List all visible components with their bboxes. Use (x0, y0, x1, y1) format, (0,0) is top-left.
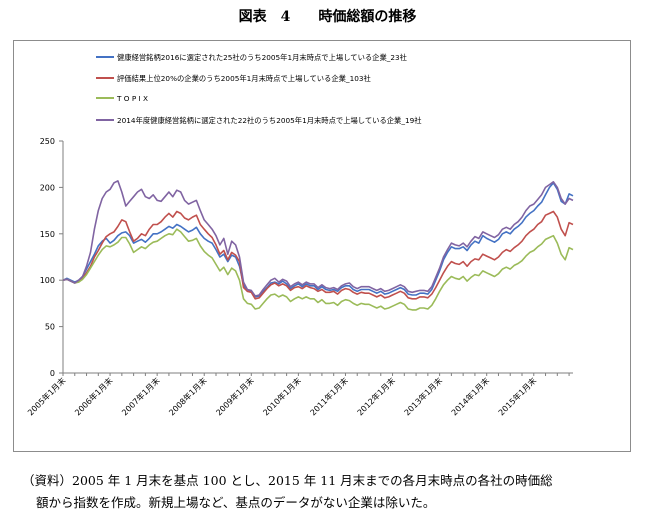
y-tick-label: 150 (40, 230, 55, 239)
legend-label: 健康経営銘柄2016に選定された25社のうち2005年1月末時点で上場している企… (117, 53, 407, 62)
x-tick-label: 2006年1月末 (72, 375, 114, 417)
series-lines (62, 180, 574, 311)
series-line (62, 182, 574, 298)
line-chart: 健康経営銘柄2016に選定された25社のうち2005年1月末時点で上場している企… (25, 53, 574, 417)
series-line (62, 228, 574, 311)
y-tick-label: 50 (45, 323, 55, 332)
note-line-2: 額から指数を作成。新規上場など、基点のデータがない企業は除いた。 (36, 495, 436, 510)
series-line (62, 180, 574, 297)
series-line (62, 210, 574, 300)
y-tick-label: 250 (40, 137, 55, 146)
legend-label: T O P I X (116, 94, 148, 103)
x-tick-label: 2010年1月末 (261, 375, 303, 417)
x-tick-label: 2007年1月末 (120, 375, 162, 417)
x-tick-label: 2014年1月末 (449, 375, 491, 417)
x-tick-label: 2008年1月末 (167, 375, 209, 417)
y-tick-label: 200 (40, 183, 55, 192)
y-tick-label: 0 (50, 369, 55, 378)
note-line-1: （資料）2005 年 1 月末を基点 100 とし、2015 年 11 月末まで… (22, 473, 553, 488)
y-tick-label: 100 (40, 276, 55, 285)
source-note: （資料）2005 年 1 月末を基点 100 とし、2015 年 11 月末まで… (22, 470, 642, 514)
x-tick-label: 2012年1月末 (355, 375, 397, 417)
x-tick-label: 2011年1月末 (308, 375, 350, 417)
x-tick-label: 2009年1月末 (214, 375, 256, 417)
legend-label: 2014年度健康経営銘柄に選定された22社のうち2005年1月末時点で上場してい… (117, 116, 422, 125)
chart-frame (13, 40, 631, 452)
x-tick-label: 2005年1月末 (25, 375, 67, 417)
legend-label: 評価結果上位20%の企業のうち2005年1月末時点で上場している企業_103社 (117, 74, 371, 83)
x-tick-label: 2013年1月末 (402, 375, 444, 417)
x-tick-label: 2015年1月末 (496, 375, 538, 417)
legend: 健康経営銘柄2016に選定された25社のうち2005年1月末時点で上場している企… (96, 53, 422, 125)
figure-title: 図表 4 時価総額の推移 (238, 9, 417, 25)
